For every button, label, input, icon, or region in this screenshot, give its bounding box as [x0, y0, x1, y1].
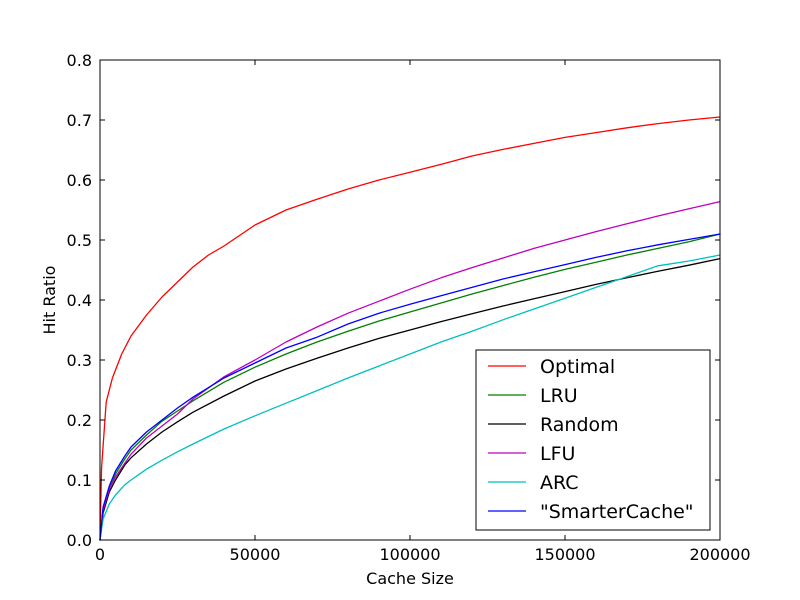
y-tick-label: 0.1 — [67, 471, 92, 490]
series-line-3 — [99, 200, 721, 541]
legend-label-4: ARC — [540, 472, 579, 494]
series-line-0 — [99, 116, 721, 541]
y-tick-label: 0.2 — [67, 411, 92, 430]
legend-entries: Optimal LRU Random LFU ARC "SmarterCache" — [488, 356, 694, 523]
series-line-2 — [99, 257, 721, 541]
x-tick-label: 200000 — [689, 545, 750, 564]
legend-frame — [475, 349, 711, 531]
legend-label-0: Optimal — [540, 356, 615, 378]
legend-label-5: "SmarterCache" — [540, 501, 694, 523]
series-line-4 — [99, 254, 721, 541]
y-tick-label: 0.4 — [67, 291, 92, 310]
y-tick-label: 0.8 — [67, 51, 92, 70]
y-tick-label: 0.0 — [67, 531, 92, 550]
y-tick-label: 0.6 — [67, 171, 92, 190]
y-tick-label: 0.3 — [67, 351, 92, 370]
legend: Optimal LRU Random LFU ARC "SmarterCache" — [475, 349, 711, 531]
x-tick-label: 150000 — [534, 545, 595, 564]
ticks-layer: 0 50000 100000 150000 200000 0.0 0.1 0.2 0.3 0.4 0… — [67, 51, 751, 564]
series-layer — [99, 116, 721, 541]
y-axis-title: Hit Ratio — [40, 266, 59, 335]
y-tick-label: 0.7 — [67, 111, 92, 130]
legend-label-3: LFU — [540, 443, 575, 465]
series-line-5 — [99, 233, 721, 541]
series-line-1 — [99, 233, 721, 541]
x-axis-title: Cache Size — [366, 569, 454, 588]
x-tick-label: 50000 — [230, 545, 281, 564]
legend-label-1: LRU — [540, 385, 578, 407]
y-tick-label: 0.5 — [67, 231, 92, 250]
x-tick-label: 0 — [95, 545, 105, 564]
legend-label-2: Random — [540, 414, 619, 436]
x-tick-label: 100000 — [379, 545, 440, 564]
